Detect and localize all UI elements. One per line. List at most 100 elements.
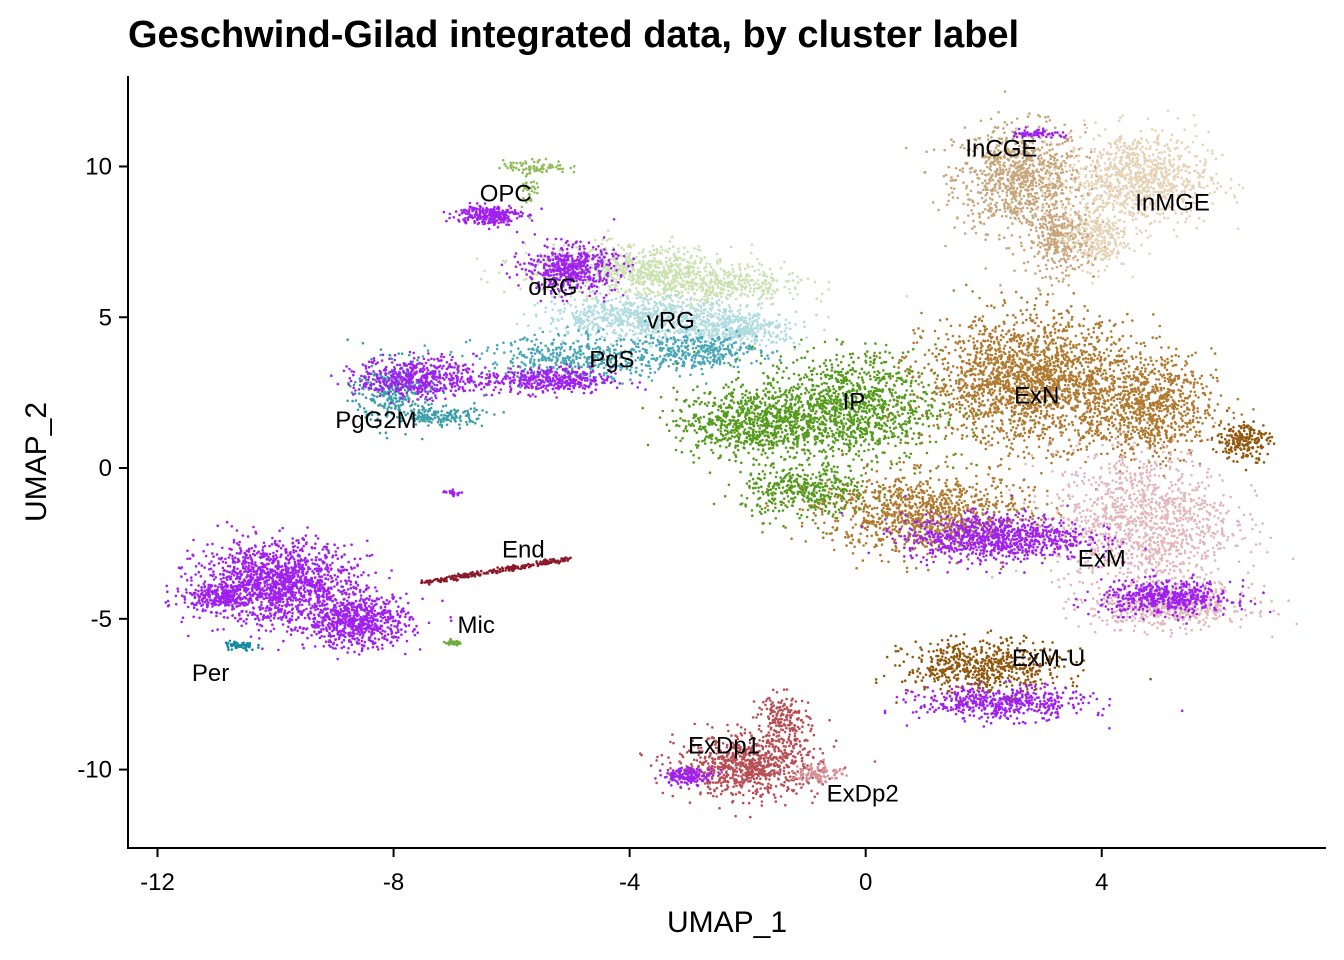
data-point bbox=[1011, 121, 1014, 124]
data-point bbox=[762, 293, 765, 296]
data-point bbox=[699, 277, 702, 280]
data-point bbox=[1081, 270, 1084, 273]
data-point bbox=[1057, 187, 1060, 190]
data-point bbox=[951, 191, 954, 194]
data-point bbox=[1053, 252, 1056, 255]
data-point bbox=[1027, 193, 1030, 196]
data-point bbox=[698, 305, 701, 308]
data-point bbox=[1061, 272, 1064, 275]
data-point bbox=[695, 332, 698, 335]
data-point bbox=[665, 257, 668, 260]
data-point bbox=[1091, 221, 1094, 224]
data-point bbox=[1004, 210, 1007, 213]
data-point bbox=[1051, 267, 1054, 270]
data-point bbox=[496, 363, 499, 366]
data-point bbox=[1099, 198, 1102, 201]
data-point bbox=[1097, 275, 1100, 278]
data-point bbox=[547, 356, 550, 359]
data-point bbox=[1083, 227, 1086, 230]
data-point bbox=[1116, 252, 1119, 255]
data-point bbox=[536, 169, 539, 172]
data-point bbox=[1020, 210, 1023, 213]
data-point bbox=[1056, 177, 1059, 180]
data-point bbox=[1090, 255, 1093, 258]
data-point bbox=[636, 297, 639, 300]
data-point bbox=[566, 331, 569, 334]
data-point bbox=[947, 166, 950, 169]
data-point bbox=[1069, 264, 1072, 267]
data-point bbox=[1071, 225, 1074, 228]
data-point bbox=[784, 330, 787, 333]
data-point bbox=[1114, 242, 1117, 245]
data-point bbox=[665, 263, 668, 266]
data-point bbox=[1128, 247, 1131, 250]
data-point bbox=[1165, 170, 1168, 173]
data-point bbox=[744, 287, 747, 290]
data-point bbox=[1211, 152, 1214, 155]
data-point bbox=[609, 324, 612, 327]
data-point bbox=[667, 295, 670, 298]
data-point bbox=[715, 294, 718, 297]
data-point bbox=[619, 309, 622, 312]
data-point bbox=[610, 375, 613, 378]
data-point bbox=[580, 366, 583, 369]
data-point bbox=[815, 314, 818, 317]
data-point bbox=[1048, 237, 1051, 240]
data-point bbox=[1048, 149, 1051, 152]
data-point bbox=[1056, 173, 1059, 176]
data-point bbox=[741, 332, 744, 335]
data-point bbox=[596, 256, 599, 259]
data-point bbox=[1168, 169, 1171, 172]
data-point bbox=[641, 251, 644, 254]
data-point bbox=[1134, 184, 1137, 187]
data-point bbox=[705, 382, 708, 385]
data-point bbox=[726, 275, 729, 278]
data-point bbox=[559, 312, 562, 315]
data-point bbox=[989, 202, 992, 205]
data-point bbox=[1188, 151, 1191, 154]
data-point bbox=[1091, 282, 1094, 285]
data-point bbox=[1010, 191, 1013, 194]
data-point bbox=[1083, 185, 1086, 188]
data-point bbox=[1075, 155, 1078, 158]
data-point bbox=[606, 309, 609, 312]
data-point bbox=[723, 273, 726, 276]
data-point bbox=[1095, 196, 1098, 199]
data-point bbox=[647, 274, 650, 277]
data-point bbox=[1072, 205, 1075, 208]
data-point bbox=[1094, 121, 1097, 124]
data-point bbox=[1163, 182, 1166, 185]
data-point bbox=[1061, 142, 1064, 145]
data-point bbox=[1055, 215, 1058, 218]
data-point bbox=[1103, 236, 1106, 239]
data-point bbox=[1023, 174, 1026, 177]
data-point bbox=[723, 277, 726, 280]
data-point bbox=[1087, 260, 1090, 263]
data-point bbox=[706, 311, 709, 314]
data-point bbox=[789, 336, 792, 339]
data-point bbox=[756, 287, 759, 290]
data-point bbox=[1006, 123, 1009, 126]
data-point bbox=[1066, 232, 1069, 235]
data-point bbox=[502, 259, 505, 262]
data-point bbox=[731, 264, 734, 267]
data-point bbox=[563, 349, 566, 352]
data-point bbox=[597, 330, 600, 333]
data-point bbox=[573, 316, 576, 319]
data-point bbox=[586, 295, 589, 298]
data-point bbox=[610, 304, 613, 307]
data-point bbox=[1131, 199, 1134, 202]
data-point bbox=[686, 251, 689, 254]
data-point bbox=[785, 333, 788, 336]
data-point bbox=[1105, 178, 1108, 181]
data-point bbox=[493, 352, 496, 355]
data-point bbox=[1154, 130, 1157, 133]
data-point bbox=[1008, 203, 1011, 206]
data-point bbox=[765, 283, 768, 286]
data-point bbox=[1126, 187, 1129, 190]
data-point bbox=[1070, 218, 1073, 221]
data-point bbox=[614, 321, 617, 324]
data-point bbox=[1088, 214, 1091, 217]
data-point bbox=[579, 357, 582, 360]
data-point bbox=[1079, 249, 1082, 252]
